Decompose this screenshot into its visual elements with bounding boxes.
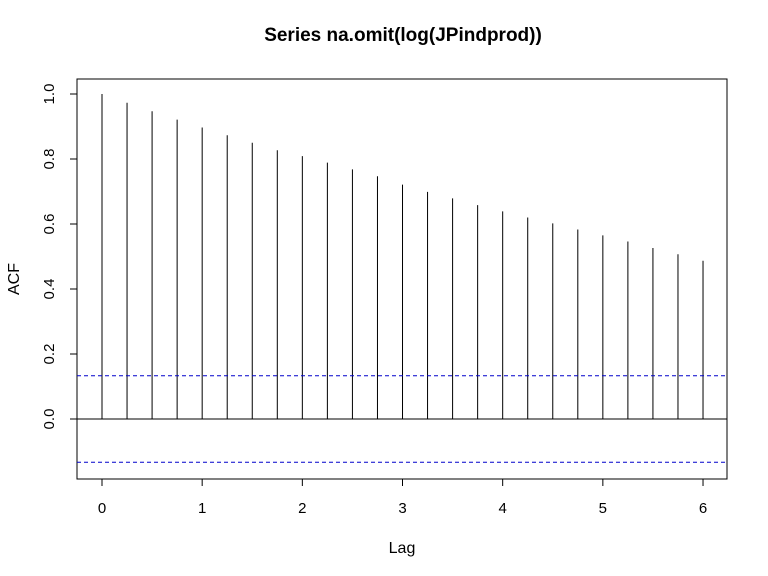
x-tick-label: 0 <box>98 500 106 517</box>
x-axis: 0 1 2 3 4 5 6 <box>98 478 707 517</box>
x-tick-label: 5 <box>599 500 607 517</box>
y-tick-label: 0.2 <box>41 344 58 365</box>
x-tick-label: 6 <box>699 500 707 517</box>
y-tick-label: 0.6 <box>41 214 58 235</box>
x-tick-label: 1 <box>198 500 206 517</box>
y-tick-label: 1.0 <box>41 84 58 105</box>
y-tick-label: 0.4 <box>41 279 58 300</box>
x-tick-label: 2 <box>298 500 306 517</box>
y-tick-label: 0.8 <box>41 149 58 170</box>
x-axis-label: Lag <box>389 540 416 557</box>
x-tick-label: 3 <box>398 500 406 517</box>
y-tick-label: 0.0 <box>41 409 58 430</box>
y-axis-label: ACF <box>6 263 23 295</box>
x-tick-label: 4 <box>499 500 507 517</box>
chart-title: Series na.omit(log(JPindprod)) <box>264 25 542 46</box>
y-axis: 0.0 0.2 0.4 0.6 0.8 1.0 <box>41 84 78 430</box>
plot-marks <box>77 94 727 463</box>
